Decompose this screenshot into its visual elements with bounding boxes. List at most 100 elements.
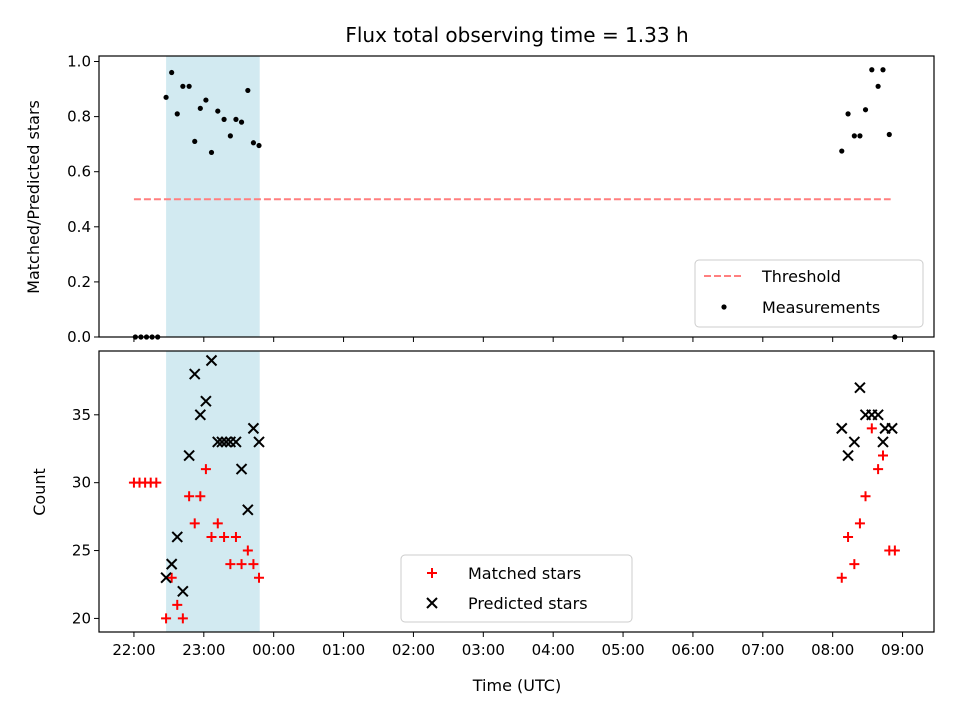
legend-measurements-swatch (721, 304, 727, 310)
top-point-measurements (227, 133, 233, 139)
bottom-point-matched-stars (242, 545, 253, 556)
bottom-point-predicted-stars (177, 585, 189, 597)
bottom-point-matched-stars (860, 491, 871, 502)
top-point-measurements (845, 111, 851, 117)
top-point-measurements (250, 140, 257, 146)
top-point-measurements (163, 94, 169, 100)
bottom-point-predicted-stars (877, 436, 889, 448)
top-point-measurements (197, 105, 203, 111)
legend-predicted-swatch (426, 597, 438, 609)
x-tick-label: 05:00 (601, 641, 644, 659)
bottom-point-predicted-stars (247, 422, 260, 435)
bottom-y-tick-label: 30 (72, 474, 91, 492)
bottom-point-matched-stars (873, 464, 884, 475)
bottom-point-predicted-stars (842, 449, 854, 462)
top-point-measurements (875, 83, 881, 89)
x-axis-label: Time (UTC) (472, 676, 561, 695)
legend-matched-swatch (427, 568, 437, 578)
bottom-point-matched-stars (219, 531, 230, 542)
top-point-measurements (857, 133, 863, 139)
bottom-y-tick-label: 35 (72, 406, 91, 424)
top-point-measurements (256, 142, 262, 149)
bottom-point-matched-stars (189, 518, 200, 529)
bottom-point-matched-stars (206, 531, 217, 542)
top-observing-span (166, 56, 260, 337)
bottom-point-matched-stars (866, 423, 877, 434)
bottom-point-matched-stars (195, 491, 206, 502)
bottom-point-predicted-stars (183, 449, 195, 462)
bottom-point-matched-stars (212, 518, 223, 529)
x-tick-label: 07:00 (741, 641, 784, 659)
top-point-measurements (208, 149, 215, 156)
top-y-tick-label: 0.2 (67, 273, 91, 291)
bottom-point-predicted-stars (212, 436, 224, 448)
legend-matched-label: Matched stars (468, 564, 581, 583)
bottom-point-matched-stars (843, 531, 854, 542)
top-point-measurements (869, 67, 875, 73)
top-y-tick-label: 0.4 (67, 218, 91, 236)
bottom-point-matched-stars (854, 518, 865, 529)
top-legend: Threshold Measurements (694, 259, 924, 328)
bottom-point-matched-stars (849, 559, 860, 570)
bottom-point-predicted-stars (848, 436, 861, 448)
bottom-point-predicted-stars (216, 436, 228, 448)
top-point-measurements (245, 87, 251, 94)
bottom-point-matched-stars (161, 613, 172, 624)
top-point-measurements (862, 107, 869, 113)
legend-predicted-label: Predicted stars (468, 594, 588, 613)
top-y-tick-label: 0.6 (67, 163, 91, 181)
top-point-measurements (192, 138, 198, 145)
top-point-measurements (215, 108, 221, 114)
top-point-measurements (233, 116, 239, 122)
bottom-point-predicted-stars (872, 409, 884, 421)
x-tick-label: 04:00 (532, 641, 575, 659)
bottom-point-matched-stars (836, 572, 847, 583)
top-y-tick-label: 0.0 (67, 328, 91, 346)
bottom-y-tick-label: 25 (72, 542, 91, 560)
ratio-plot: 0.0 0.2 0.4 0.6 0.8 1.0 Threshold Measurements (67, 53, 935, 346)
x-tick-label: 22:00 (112, 641, 155, 659)
bottom-point-matched-stars (184, 491, 195, 502)
bottom-y-axis-label: Count (30, 468, 49, 516)
top-point-measurements (174, 111, 180, 117)
bottom-point-predicted-stars (160, 571, 172, 584)
bottom-observing-span (166, 351, 260, 632)
top-point-measurements (203, 97, 209, 103)
bottom-point-matched-stars (877, 450, 888, 461)
x-tick-label: 09:00 (881, 641, 924, 659)
bottom-point-matched-stars (172, 599, 183, 610)
bottom-point-predicted-stars (836, 422, 848, 435)
x-tick-label: 02:00 (392, 641, 435, 659)
x-tick-label: 23:00 (182, 641, 225, 659)
top-y-axis-label: Matched/Predicted stars (24, 100, 43, 294)
x-tick-label: 03:00 (462, 641, 505, 659)
bottom-point-predicted-stars (854, 381, 866, 394)
bottom-legend-box (400, 554, 633, 623)
bottom-point-predicted-stars (194, 409, 207, 421)
top-point-measurements (238, 119, 245, 125)
bottom-point-matched-stars (151, 477, 162, 488)
bottom-axes-frame (98, 350, 935, 633)
top-point-measurements (886, 131, 892, 138)
top-point-measurements (880, 67, 886, 73)
top-point-measurements (851, 133, 857, 139)
bottom-point-matched-stars (236, 559, 247, 570)
bottom-point-predicted-stars (189, 368, 201, 380)
bottom-legend: Matched stars Predicted stars (400, 554, 633, 623)
bottom-point-matched-stars (177, 613, 188, 624)
x-tick-label: 06:00 (671, 641, 714, 659)
legend-threshold-label: Threshold (761, 267, 841, 286)
bottom-point-matched-stars (254, 572, 265, 583)
top-y-tick-label: 0.8 (67, 108, 91, 126)
bottom-point-predicted-stars (235, 463, 248, 475)
bottom-point-predicted-stars (220, 436, 232, 448)
top-point-measurements (169, 69, 175, 76)
bottom-point-predicted-stars (253, 436, 265, 448)
legend-measurements-label: Measurements (762, 298, 880, 317)
bottom-point-predicted-stars (200, 395, 212, 407)
bottom-point-predicted-stars (242, 504, 254, 516)
bottom-point-predicted-stars (171, 531, 183, 543)
top-point-measurements (221, 116, 227, 122)
bottom-point-predicted-stars (165, 558, 178, 570)
